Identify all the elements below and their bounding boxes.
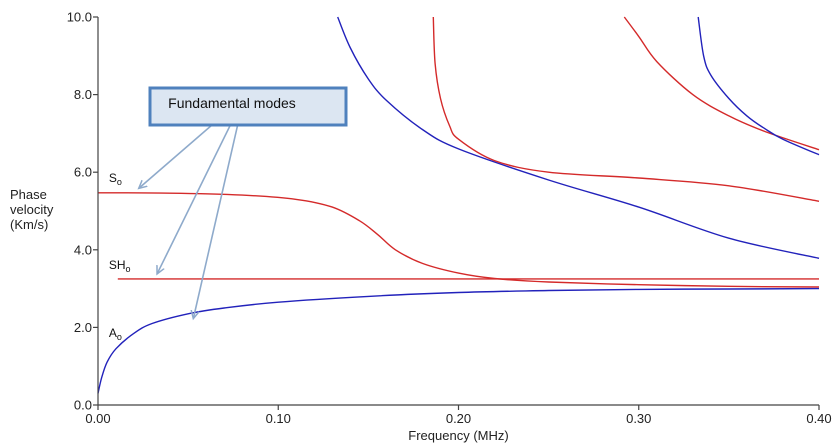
- x-axis-title: Frequency (MHz): [408, 428, 508, 443]
- series-line-3: [97, 287, 820, 394]
- mode-label-main: S: [109, 171, 117, 185]
- series-line-1: [97, 192, 820, 288]
- callout-arrow: [194, 97, 245, 317]
- fundamental-modes-callout: Fundamental modes: [139, 86, 348, 318]
- mode-label-subscript: o: [125, 264, 130, 274]
- mode-label-subscript: o: [117, 177, 122, 187]
- x-tick-label: 0.00: [85, 411, 110, 426]
- ticks: 0.00 0.10 0.20 0.30 0.40 0.0 2.0 4.0 6.0 8.0 10.0: [67, 10, 832, 427]
- series-line-5: [432, 16, 820, 202]
- y-tick-label: 0.0: [74, 398, 92, 413]
- x-tick-label: 0.20: [446, 411, 471, 426]
- x-tick-label: 0.30: [626, 411, 651, 426]
- x-tick-label: 0.10: [266, 411, 291, 426]
- series-line-4: [337, 16, 820, 259]
- mode-label: SHo: [109, 258, 131, 274]
- mode-label: So: [109, 171, 122, 187]
- mode-label-subscript: o: [117, 332, 122, 342]
- y-axis-title-line: (Km/s): [10, 217, 48, 232]
- series-layer: [97, 16, 820, 394]
- callout-arrows: [139, 96, 245, 317]
- mode-label-main: SH: [109, 258, 126, 272]
- y-axis-title-line: velocity: [10, 202, 54, 217]
- mode-label: Ao: [109, 326, 122, 342]
- x-tick-label: 0.40: [806, 411, 831, 426]
- callout-text: Fundamental modes: [168, 95, 296, 111]
- series-line-7: [697, 16, 820, 156]
- y-axis-title: Phase velocity (Km/s): [10, 187, 54, 232]
- y-tick-label: 2.0: [74, 320, 92, 335]
- y-tick-label: 8.0: [74, 87, 92, 102]
- y-axis-title-line: Phase: [10, 187, 47, 202]
- y-tick-label: 4.0: [74, 242, 92, 257]
- mode-label-main: A: [109, 326, 117, 340]
- callout-arrow: [157, 96, 245, 273]
- callout-box: [148, 86, 348, 127]
- y-tick-label: 10.0: [67, 10, 92, 25]
- y-tick-label: 6.0: [74, 165, 92, 180]
- series-line-6: [623, 16, 820, 151]
